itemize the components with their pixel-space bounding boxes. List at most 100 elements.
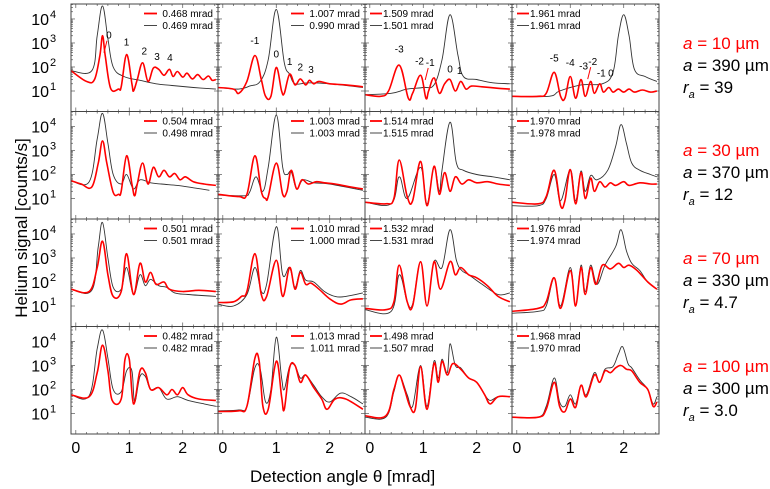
legend-label-black: 1.531 mrad xyxy=(383,236,434,247)
diffraction-order-label: -3 xyxy=(579,61,588,72)
series-red-line xyxy=(365,159,510,207)
diffraction-order-label: 3 xyxy=(154,52,160,63)
symbol-r-sub: a xyxy=(688,412,695,424)
x-tick-label: 0 xyxy=(512,440,521,457)
diffraction-order-label: -1 xyxy=(597,69,606,80)
y-tick-label: 10 xyxy=(31,334,49,351)
series-red-line xyxy=(512,364,658,419)
y-tick-exponent: 1 xyxy=(50,296,56,308)
diffraction-order-label: -1 xyxy=(426,58,435,69)
legend-label-red: 1.509 mrad xyxy=(383,9,434,20)
y-tick-label: 10 xyxy=(31,167,49,184)
diffraction-order-label: -1 xyxy=(250,36,259,47)
y-tick-label: 10 xyxy=(31,382,49,399)
diffraction-order-label: -4 xyxy=(566,58,575,69)
row-label-4: a = 100 µm a = 300 µm ra = 3.0 xyxy=(683,356,769,429)
y-tick-exponent: 4 xyxy=(50,224,56,236)
series-black-line xyxy=(71,5,216,90)
legend-label-red: 1.010 mrad xyxy=(309,224,360,235)
legend-label-red: 0.468 mrad xyxy=(162,9,213,20)
y-tick-label: 10 xyxy=(31,251,49,268)
series-group xyxy=(512,14,658,102)
x-tick-label: 1 xyxy=(566,440,575,457)
y-tick-exponent: 4 xyxy=(50,116,56,128)
y-tick-exponent: 4 xyxy=(50,331,56,343)
series-group xyxy=(512,346,658,419)
legend-label-red: 1.003 mrad xyxy=(309,117,360,128)
y-tick-exponent: 2 xyxy=(50,272,56,284)
y-axis-label: Helium signal [counts/s] xyxy=(12,138,31,318)
x-tick-label: 1 xyxy=(419,440,428,457)
y-tick-exponent: 3 xyxy=(50,140,56,152)
y-tick-exponent: 2 xyxy=(50,379,56,391)
series-red-line xyxy=(512,168,657,210)
y-tick-exponent: 1 xyxy=(50,81,56,93)
symbol-a: a xyxy=(683,163,693,182)
series-black-line xyxy=(218,8,363,90)
diffraction-order-label: 0 xyxy=(608,69,614,80)
symbol-r: r xyxy=(683,78,689,97)
series-group xyxy=(218,226,363,307)
series-group xyxy=(218,114,364,202)
y-tick-label: 10 xyxy=(31,84,49,101)
series-black-line xyxy=(512,14,658,98)
y-tick-exponent: 3 xyxy=(50,248,56,260)
y-tick-exponent: 1 xyxy=(50,188,56,200)
series-black-line xyxy=(218,336,364,412)
row-label-2: a = 30 µm a = 370 µm ra = 12 xyxy=(683,140,769,213)
row-label-1: a = 10 µm a = 390 µm ra = 39 xyxy=(683,33,769,106)
black-parameter: = 390 µm xyxy=(692,56,769,75)
series-black-line xyxy=(71,112,210,191)
order-leader-line xyxy=(587,66,592,80)
x-tick-label: 1 xyxy=(272,440,281,457)
symbol-r-sub: a xyxy=(688,196,695,208)
series-group xyxy=(71,5,217,93)
series-red-line xyxy=(218,252,363,305)
legend-label-red: 0.504 mrad xyxy=(162,117,213,128)
series-red-line xyxy=(71,344,216,406)
legend-label-black: 0.469 mrad xyxy=(162,21,213,32)
legend-label-red: 0.482 mrad xyxy=(162,332,213,343)
series-red-line xyxy=(512,71,658,102)
diffraction-order-label: -3 xyxy=(395,45,404,56)
symbol-a: a xyxy=(683,357,693,376)
order-leader-line xyxy=(424,67,429,81)
series-red-line xyxy=(71,140,216,197)
diffraction-order-label: -2 xyxy=(415,56,424,67)
legend-label-black: 1.978 mrad xyxy=(530,129,581,140)
x-tick-label: 2 xyxy=(619,440,628,457)
legend-label-red: 1.532 mrad xyxy=(383,224,434,235)
series-red-line xyxy=(365,360,510,419)
x-tick-label: 0 xyxy=(218,440,227,457)
series-black-line xyxy=(512,346,658,419)
legend-label-black: 1.501 mrad xyxy=(383,21,434,32)
legend-label-black: 1.974 mrad xyxy=(530,236,581,247)
y-tick-exponent: 2 xyxy=(50,57,56,69)
legend-label-black: 1.970 mrad xyxy=(530,344,581,355)
series-red-line xyxy=(512,262,658,313)
legend-label-black: 0.482 mrad xyxy=(162,344,213,355)
y-tick-label: 10 xyxy=(31,191,49,208)
symbol-a: a xyxy=(683,379,693,398)
legend-label-black: 0.498 mrad xyxy=(162,129,213,140)
y-tick-exponent: 3 xyxy=(50,33,56,45)
x-axis-label: Detection angle θ [mrad] xyxy=(250,467,436,486)
series-group xyxy=(365,121,510,207)
y-tick-label: 10 xyxy=(31,119,49,136)
series-red-line xyxy=(218,54,364,101)
x-tick-label: 0 xyxy=(365,440,374,457)
red-parameter: = 10 µm xyxy=(692,34,760,53)
legend-label-black: 1.961 mrad xyxy=(530,21,581,32)
diffraction-order-label: 0 xyxy=(106,31,112,42)
symbol-a: a xyxy=(683,56,693,75)
red-parameter: = 70 µm xyxy=(692,249,760,268)
x-tick-label: 1 xyxy=(125,440,134,457)
